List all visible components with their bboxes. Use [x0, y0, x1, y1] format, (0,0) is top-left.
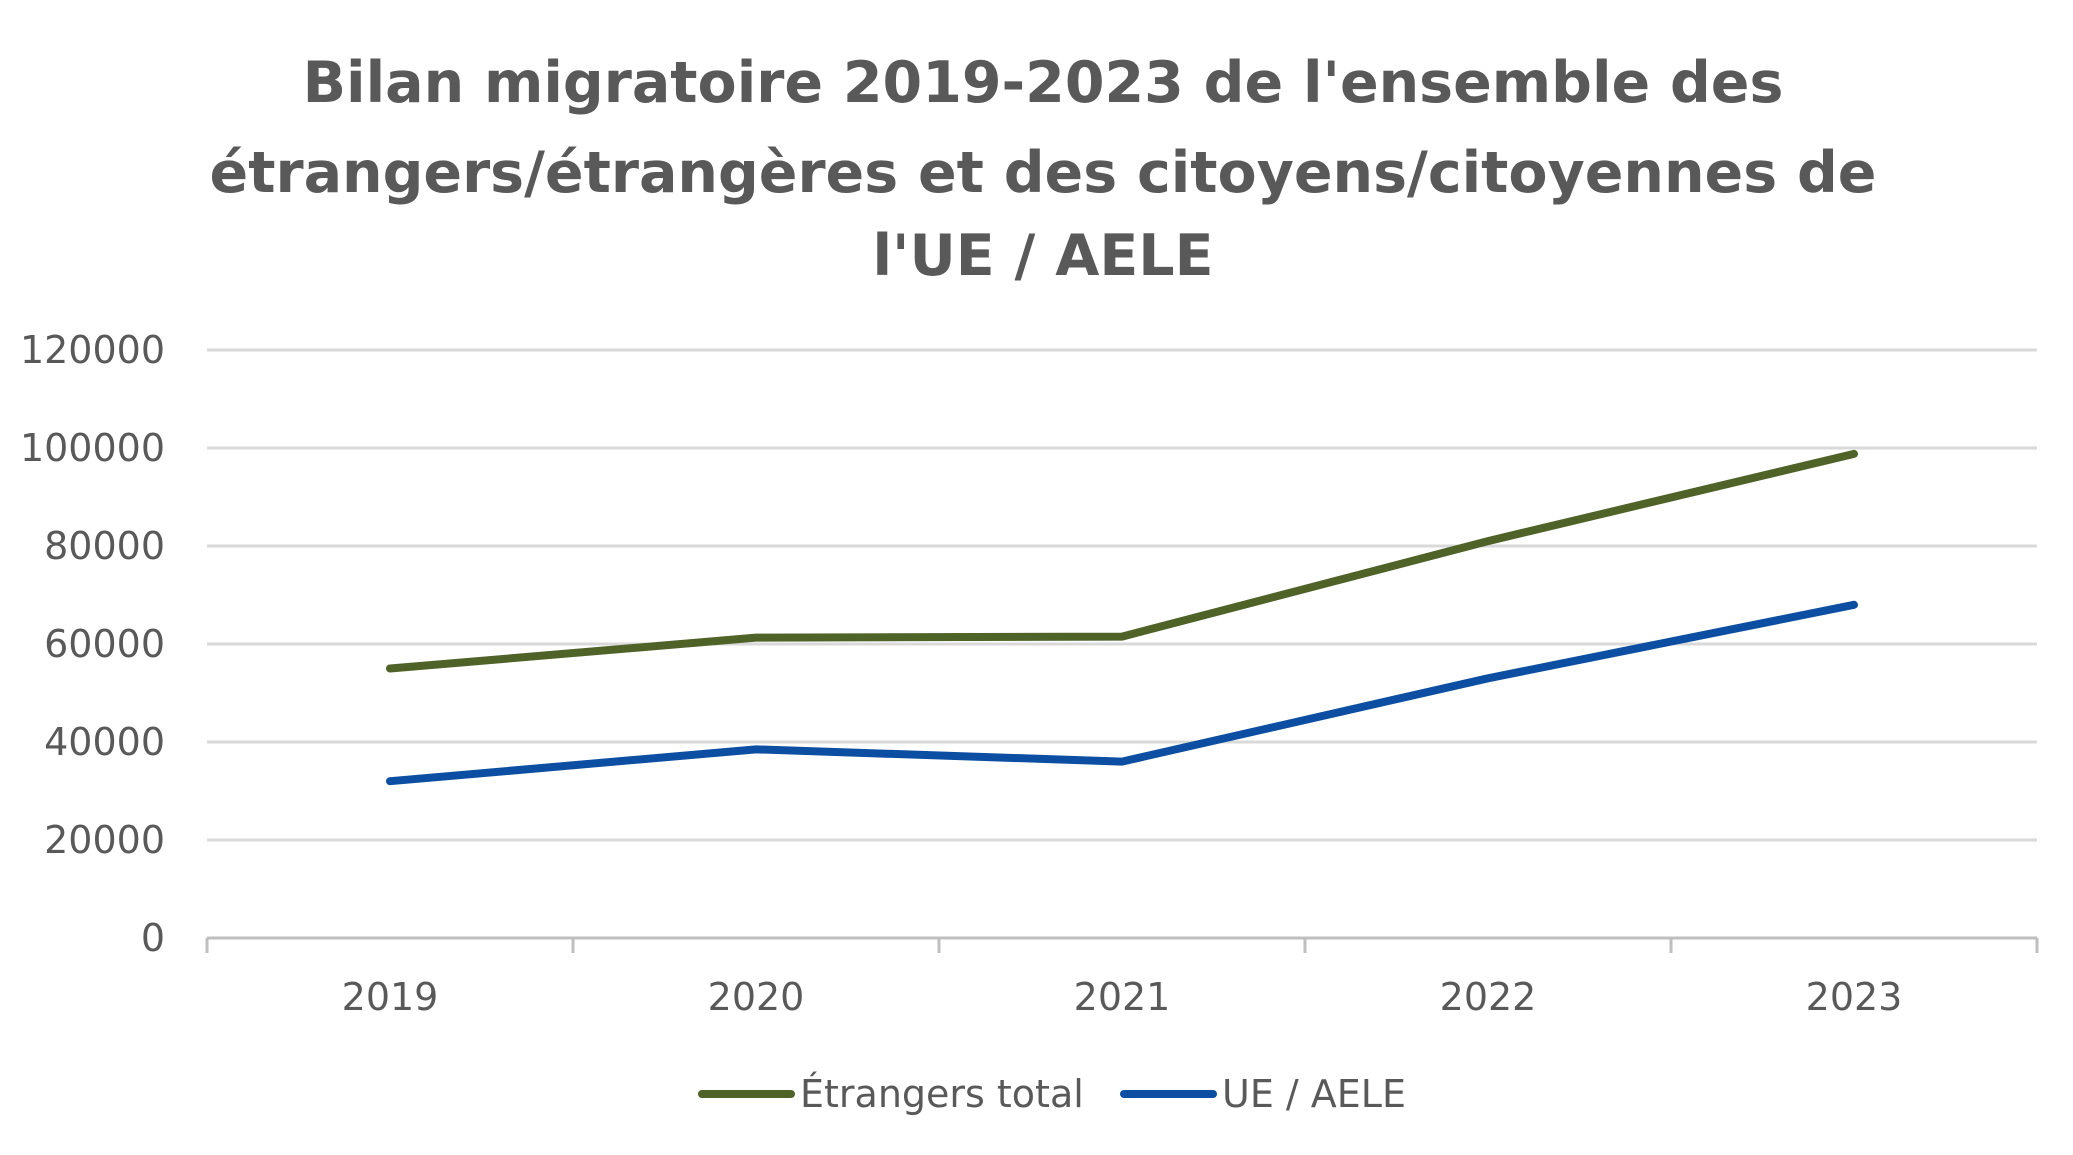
y-tick-label-80000: 80000 — [44, 524, 165, 568]
y-tick-label-120000: 120000 — [20, 328, 165, 372]
y-axis-tick-labels: 0 20000 40000 60000 80000 100000 120000 — [20, 328, 165, 960]
y-tick-label-40000: 40000 — [44, 720, 165, 764]
chart-title-line-2: étrangers/étrangères et des citoyens/cit… — [210, 140, 1877, 206]
series-line-ue-aele — [386, 600, 1858, 786]
y-tick-label-20000: 20000 — [44, 818, 165, 862]
x-tick-label-2019: 2019 — [342, 975, 439, 1019]
x-tick-label-2021: 2021 — [1074, 975, 1171, 1019]
y-tick-label-100000: 100000 — [20, 426, 165, 470]
chart-title-line-1: Bilan migratoire 2019-2023 de l'ensemble… — [303, 50, 1784, 116]
legend-label-ue-aele: UE / AELE — [1222, 1072, 1406, 1116]
legend-label-etrangers-total: Étrangers total — [800, 1072, 1084, 1116]
x-tick-label-2022: 2022 — [1440, 975, 1537, 1019]
x-axis: 2019 2020 2021 2022 2023 — [205, 936, 2039, 1019]
legend: Étrangers total UE / AELE — [698, 1072, 1406, 1116]
y-tick-label-60000: 60000 — [44, 622, 165, 666]
x-tick-label-2020: 2020 — [708, 975, 805, 1019]
y-tick-label-0: 0 — [141, 916, 165, 960]
gridlines — [207, 348, 2037, 842]
series-line-etrangers-total — [386, 449, 1858, 673]
x-tick-label-2023: 2023 — [1806, 975, 1903, 1019]
series-lines — [386, 449, 1858, 786]
chart-title: Bilan migratoire 2019-2023 de l'ensemble… — [210, 50, 1877, 289]
chart-title-line-3: l'UE / AELE — [872, 223, 1213, 289]
